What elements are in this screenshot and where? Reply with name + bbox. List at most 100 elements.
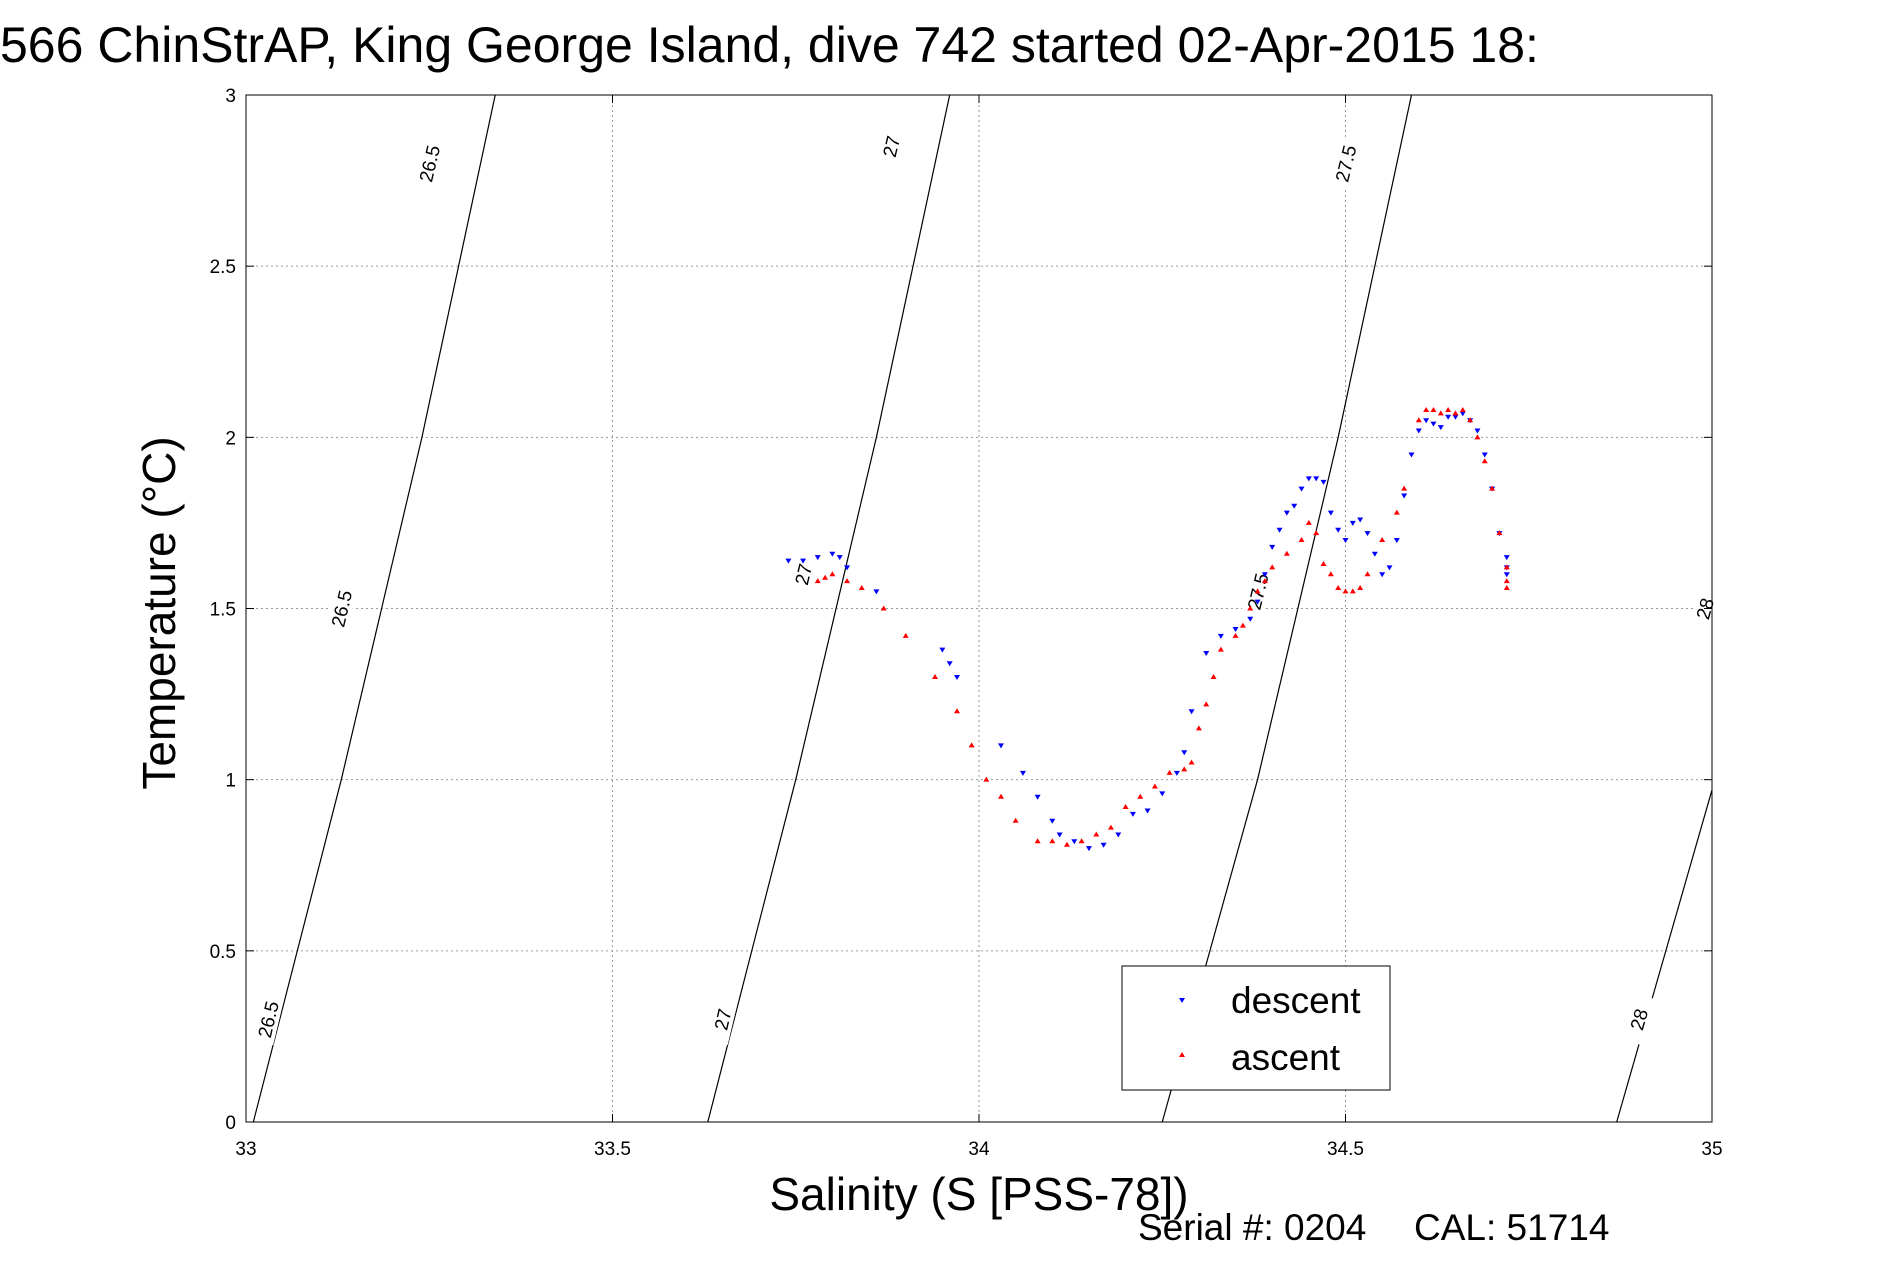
ascent-point [880, 605, 887, 611]
y-tick-label: 2.5 [210, 257, 236, 278]
x-tick-label: 33 [235, 1139, 256, 1160]
ascent-point [1093, 831, 1100, 837]
ascent-point [1503, 564, 1510, 570]
serial-number: Serial #: 0204 [1138, 1207, 1366, 1248]
ascent-point [1269, 564, 1276, 570]
isopycnal-label-bg [413, 137, 446, 190]
isopycnal-label-bg [1621, 993, 1656, 1046]
descent-point [1474, 428, 1481, 434]
ascent-point [1107, 824, 1114, 830]
descent-point [1408, 452, 1415, 458]
descent-point [814, 555, 821, 561]
descent-point [1357, 517, 1364, 523]
descent-point [800, 558, 807, 564]
descent-point [1115, 832, 1122, 838]
descent-point [844, 565, 851, 571]
legend-ascent-marker [1179, 1052, 1185, 1057]
axis-ticks: 33 33.5 34 34.5 35 0 0.5 1 1.5 2 2.5 3 [210, 86, 1723, 1160]
descent-point [1393, 538, 1400, 544]
descent-point [1364, 531, 1371, 537]
isopycnal-line [707, 94, 951, 1123]
ascent-point [1217, 646, 1224, 652]
descent-point [1269, 544, 1276, 550]
ascent-point [1239, 622, 1246, 628]
descent-point [1298, 486, 1305, 492]
descent-point [1459, 411, 1466, 417]
ascent-point [1430, 406, 1437, 412]
ascent-point [1474, 434, 1481, 440]
descent-point [1181, 750, 1188, 756]
isopycnal-label: 27.5 [1332, 143, 1361, 184]
descent-point [939, 647, 946, 653]
ascent-point [1459, 406, 1466, 412]
ascent-point [1401, 485, 1408, 491]
descent-point [1276, 527, 1283, 533]
descent-point [1349, 520, 1356, 526]
ascent-point [1342, 588, 1349, 594]
ascent-point [1210, 673, 1217, 679]
isopycnal-label-bg [706, 993, 739, 1046]
legend-descent-marker [1179, 998, 1185, 1003]
isopycnal-label: 27 [792, 562, 817, 587]
ascent-point [1247, 605, 1254, 611]
isopycnal-line [1161, 94, 1413, 1123]
descent-point [873, 589, 880, 595]
ascent-point [997, 793, 1004, 799]
descent-point [1019, 770, 1026, 776]
y-tick-label: 2 [225, 428, 236, 449]
ascent-point [1049, 838, 1056, 844]
legend-ascent-label: ascent [1231, 1037, 1341, 1078]
descent-point [1371, 551, 1378, 557]
ascent-point [1489, 485, 1496, 491]
ascent-point [1452, 410, 1459, 416]
x-tick-label: 34 [968, 1139, 990, 1160]
ascent-point [1313, 530, 1320, 536]
descent-point [836, 555, 843, 561]
descent-point [1379, 572, 1386, 578]
ascent-point [932, 673, 939, 679]
descent-point [1437, 425, 1444, 431]
x-axis-label: Salinity (S [PSS-78]) [769, 1168, 1188, 1220]
x-tick-label: 34.5 [1327, 1139, 1364, 1160]
ascent-point [1034, 838, 1041, 844]
descent-point [1071, 839, 1078, 845]
isopycnal-label: 27 [880, 134, 905, 159]
ascent-point [1012, 817, 1019, 823]
ascent-point [1305, 519, 1312, 525]
y-tick-label: 3 [225, 86, 236, 107]
ascent-point [1063, 841, 1070, 847]
ascent-point [829, 571, 836, 577]
ascent-point [1445, 406, 1452, 412]
descent-point [1481, 452, 1488, 458]
ascent-point [844, 578, 851, 584]
ascent-point [1349, 588, 1356, 594]
descent-point [1049, 818, 1056, 824]
isopycnal-label-bg [786, 548, 820, 601]
descent-point [1217, 633, 1224, 639]
ascent-point [1203, 701, 1210, 707]
isopycnal-label: 26.5 [416, 143, 445, 184]
descent-point [785, 558, 792, 564]
isopycnal-line [252, 94, 496, 1123]
legend: descent ascent [1121, 965, 1391, 1091]
descent-point [829, 551, 836, 557]
descent-point [1327, 510, 1334, 516]
descent-point [1430, 421, 1437, 427]
descent-point [1085, 846, 1092, 852]
ascent-point [1467, 417, 1474, 423]
isopycnal-label: 26.5 [328, 588, 357, 629]
isopycnal-label: 26.5 [255, 999, 284, 1040]
ascent-point [1437, 410, 1444, 416]
data-series [785, 406, 1510, 852]
ascent-point [1254, 588, 1261, 594]
ascent-point [1078, 838, 1085, 844]
y-axis-label: Temperature (°C) [133, 436, 185, 789]
descent-point [1173, 770, 1180, 776]
isopycnal-label-bg [874, 120, 908, 173]
descent-point [997, 743, 1004, 749]
series-descent [785, 411, 1510, 852]
descent-point [1159, 791, 1166, 797]
ascent-point [1122, 804, 1129, 810]
legend-descent-label: descent [1231, 980, 1361, 1021]
descent-point [1254, 599, 1261, 605]
